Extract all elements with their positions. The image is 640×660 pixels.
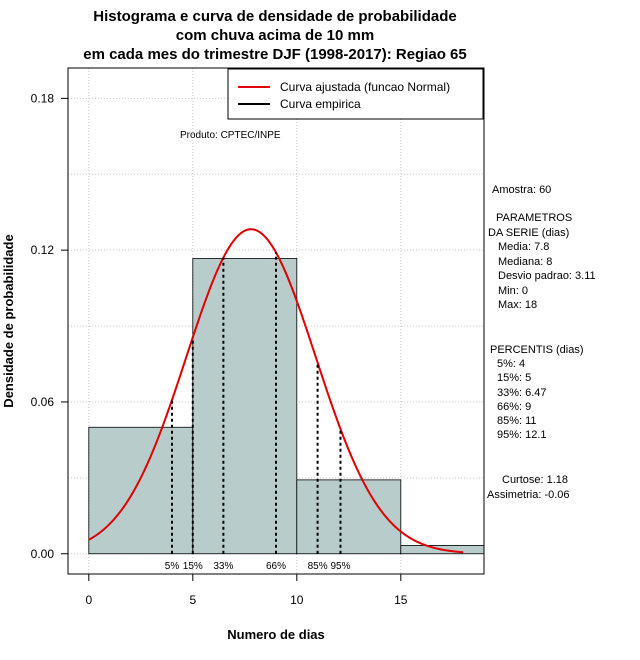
legend-fitted-label: Curva ajustada (funcao Normal) bbox=[280, 80, 450, 94]
stat-p33: 33%: 6.47 bbox=[497, 387, 547, 399]
sample-size: Amostra: 60 bbox=[492, 184, 551, 196]
x-axis: 0 5 10 15 bbox=[85, 573, 408, 607]
y-tick-label-3: 0.18 bbox=[31, 91, 55, 105]
percentis-title: PERCENTIS (dias) bbox=[490, 344, 584, 356]
fitted-curve-group bbox=[88, 228, 464, 554]
histogram-bar-1 bbox=[192, 258, 298, 555]
stat-max: Max: 18 bbox=[498, 299, 537, 311]
stat-p95: 95%: 12.1 bbox=[497, 429, 547, 441]
stat-p15: 15%: 5 bbox=[497, 372, 531, 384]
y-tick-label-1: 0.06 bbox=[31, 395, 55, 409]
percentile-label-3: 66% bbox=[266, 561, 286, 572]
percentile-label-1: 15% bbox=[183, 561, 203, 572]
x-tick-label-0: 0 bbox=[85, 593, 92, 607]
y-axis: 0.00 0.06 0.12 0.18 bbox=[31, 91, 69, 561]
stat-mediana: Mediana: 8 bbox=[498, 256, 552, 268]
stat-assimetria: Assimetria: -0.06 bbox=[487, 489, 570, 501]
histogram-bars bbox=[88, 258, 485, 555]
x-tick-label-3: 15 bbox=[394, 593, 408, 607]
chart-title-line-2: com chuva acima de 10 mm bbox=[176, 27, 374, 44]
x-tick-label-1: 5 bbox=[189, 593, 196, 607]
y-axis-title: Densidade de probabilidade bbox=[1, 234, 16, 407]
x-tick-label-2: 10 bbox=[290, 593, 304, 607]
stat-desvio: Desvio padrao: 3.11 bbox=[498, 270, 596, 282]
percentile-label-5: 95% bbox=[330, 561, 350, 572]
stat-p85: 85%: 11 bbox=[497, 415, 537, 427]
legend-box bbox=[227, 68, 484, 120]
legend: Curva ajustada (funcao Normal) Curva emp… bbox=[227, 68, 484, 120]
chart-title-line-3: em cada mes do trimestre DJF (1998-2017)… bbox=[83, 46, 467, 63]
percentile-label-2: 33% bbox=[213, 561, 233, 572]
stat-min: Min: 0 bbox=[498, 285, 528, 297]
percentile-label-4: 85% bbox=[308, 561, 328, 572]
stat-p5: 5%: 4 bbox=[497, 358, 525, 370]
histogram-bar-0 bbox=[88, 426, 194, 555]
legend-empirical-label: Curva empirica bbox=[280, 97, 361, 111]
percentile-label-0: 5% bbox=[165, 561, 180, 572]
chart-title-line-1: Histograma e curva de densidade de proba… bbox=[93, 8, 456, 25]
stat-curtose: Curtose: 1.18 bbox=[502, 474, 568, 486]
stats-panel: Amostra: 60 PARAMETROS DA SERIE (dias) M… bbox=[487, 184, 596, 501]
stat-p66: 66%: 9 bbox=[497, 401, 531, 413]
params-title-2: DA SERIE (dias) bbox=[488, 227, 569, 239]
credit-text: Produto: CPTEC/INPE bbox=[180, 130, 281, 141]
y-tick-label-2: 0.12 bbox=[31, 243, 55, 257]
params-title-1: PARAMETROS bbox=[496, 212, 572, 224]
stat-media: Media: 7.8 bbox=[498, 241, 549, 253]
histogram-bar-2 bbox=[296, 479, 402, 555]
fitted-curve bbox=[88, 228, 464, 554]
percentile-lines: 5% 15% 33% 66% 85% 95% bbox=[165, 252, 351, 572]
x-axis-title: Numero de dias bbox=[227, 627, 325, 642]
y-tick-label-0: 0.00 bbox=[31, 547, 55, 561]
